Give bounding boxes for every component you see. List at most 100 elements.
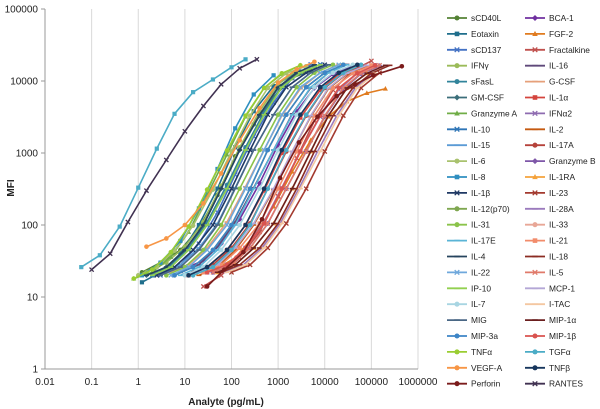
legend-label: MIG bbox=[471, 315, 487, 325]
legend-label: MIP-1β bbox=[549, 331, 576, 341]
legend-item: IL-23 bbox=[525, 188, 568, 198]
legend-label: sCD137 bbox=[471, 45, 502, 55]
legend-item: sCD40L bbox=[447, 13, 502, 23]
data-point bbox=[172, 273, 177, 278]
data-point bbox=[154, 146, 159, 151]
data-point bbox=[182, 222, 188, 228]
legend-item: IL-22 bbox=[447, 267, 490, 277]
legend-label: TGFα bbox=[549, 347, 571, 357]
legend-swatch-marker bbox=[532, 380, 538, 387]
legend-label: IL-5 bbox=[549, 267, 564, 277]
x-tick-label: 100 bbox=[223, 377, 240, 388]
data-point bbox=[265, 147, 271, 153]
legend-swatch-marker bbox=[454, 190, 460, 196]
legend-item: TNFα bbox=[447, 347, 492, 357]
series-group bbox=[149, 63, 323, 277]
data-point bbox=[243, 222, 248, 228]
legend-swatch-marker bbox=[454, 126, 460, 133]
legend-swatch-marker bbox=[532, 238, 538, 243]
legend-item: IFNγ bbox=[447, 61, 489, 71]
legend-swatch-marker bbox=[532, 158, 538, 165]
data-point bbox=[283, 220, 289, 227]
data-point bbox=[204, 187, 210, 192]
legend-swatch-marker bbox=[454, 63, 460, 69]
data-point bbox=[257, 186, 262, 191]
series-line bbox=[146, 61, 315, 248]
data-point bbox=[340, 62, 346, 68]
data-point bbox=[275, 80, 281, 85]
legend-swatch-marker bbox=[532, 174, 538, 180]
legend-item: TGFα bbox=[525, 347, 571, 357]
x-axis-title: Analyte (pg/mL) bbox=[188, 397, 264, 408]
data-point bbox=[298, 149, 303, 154]
legend-swatch-marker bbox=[532, 349, 538, 355]
data-point bbox=[136, 185, 141, 190]
legend-label: FGF-2 bbox=[549, 29, 574, 39]
legend-item: MIP-1α bbox=[525, 315, 576, 325]
legend-label: Granzyme B bbox=[549, 156, 596, 166]
legend-swatch-marker bbox=[454, 110, 460, 116]
data-point bbox=[251, 92, 256, 97]
legend-item: Eotaxin bbox=[447, 29, 499, 39]
legend-swatch-marker bbox=[454, 158, 460, 164]
legend-label: Eotaxin bbox=[471, 29, 499, 39]
data-point bbox=[322, 70, 328, 76]
data-point bbox=[243, 113, 248, 118]
data-point bbox=[204, 284, 210, 289]
x-tick-label: 0.1 bbox=[85, 377, 99, 388]
data-point bbox=[186, 273, 191, 278]
legend-item: BCA-1 bbox=[525, 13, 574, 23]
legend-item: RANTES bbox=[525, 379, 583, 389]
legend-item: MCP-1 bbox=[525, 283, 575, 293]
data-point bbox=[224, 222, 230, 228]
data-point bbox=[182, 273, 188, 278]
data-point bbox=[218, 171, 224, 176]
legend-swatch-marker bbox=[532, 142, 538, 148]
data-point bbox=[224, 151, 230, 157]
data-point bbox=[265, 186, 271, 191]
data-point bbox=[369, 63, 374, 68]
series-line bbox=[184, 64, 354, 277]
legend-item: VEGF-A bbox=[447, 363, 503, 373]
data-point bbox=[190, 223, 196, 228]
data-point bbox=[210, 247, 216, 253]
legend-label: IL-23 bbox=[549, 188, 568, 198]
data-point bbox=[312, 59, 317, 65]
legend-swatch-marker bbox=[454, 222, 460, 228]
data-point bbox=[229, 65, 234, 70]
data-point bbox=[297, 84, 303, 90]
data-point bbox=[257, 105, 262, 111]
series-line bbox=[198, 64, 368, 274]
legend-label: IL-21 bbox=[549, 236, 568, 246]
data-point bbox=[243, 57, 248, 62]
series-layer bbox=[79, 56, 405, 290]
data-point bbox=[182, 128, 188, 134]
data-point bbox=[322, 113, 328, 119]
data-point bbox=[271, 73, 276, 78]
series-group bbox=[89, 56, 260, 273]
data-point bbox=[284, 112, 289, 118]
data-point bbox=[261, 85, 267, 91]
legend-label: IL-15 bbox=[471, 140, 490, 150]
series-line bbox=[188, 64, 358, 277]
series-group bbox=[168, 62, 342, 278]
data-point bbox=[330, 62, 336, 68]
data-point bbox=[279, 150, 284, 156]
series-line bbox=[151, 64, 321, 277]
data-point bbox=[237, 245, 242, 251]
legend: sCD40L BCA-1 Eotaxin FGF-2 sCD137 Fractalkine… bbox=[447, 13, 596, 389]
data-point bbox=[289, 168, 295, 174]
legend-swatch-marker bbox=[454, 301, 460, 307]
legend-label: TNFβ bbox=[549, 363, 570, 373]
legend-label: I-TAC bbox=[549, 299, 570, 309]
data-point bbox=[89, 267, 95, 273]
legend-label: IL-17A bbox=[549, 140, 574, 150]
series-group bbox=[182, 62, 356, 278]
legend-item: sCD137 bbox=[447, 45, 502, 55]
data-point bbox=[139, 280, 145, 285]
data-point bbox=[237, 138, 243, 143]
data-point bbox=[303, 186, 309, 192]
series-line bbox=[146, 64, 315, 277]
data-point bbox=[283, 186, 289, 192]
